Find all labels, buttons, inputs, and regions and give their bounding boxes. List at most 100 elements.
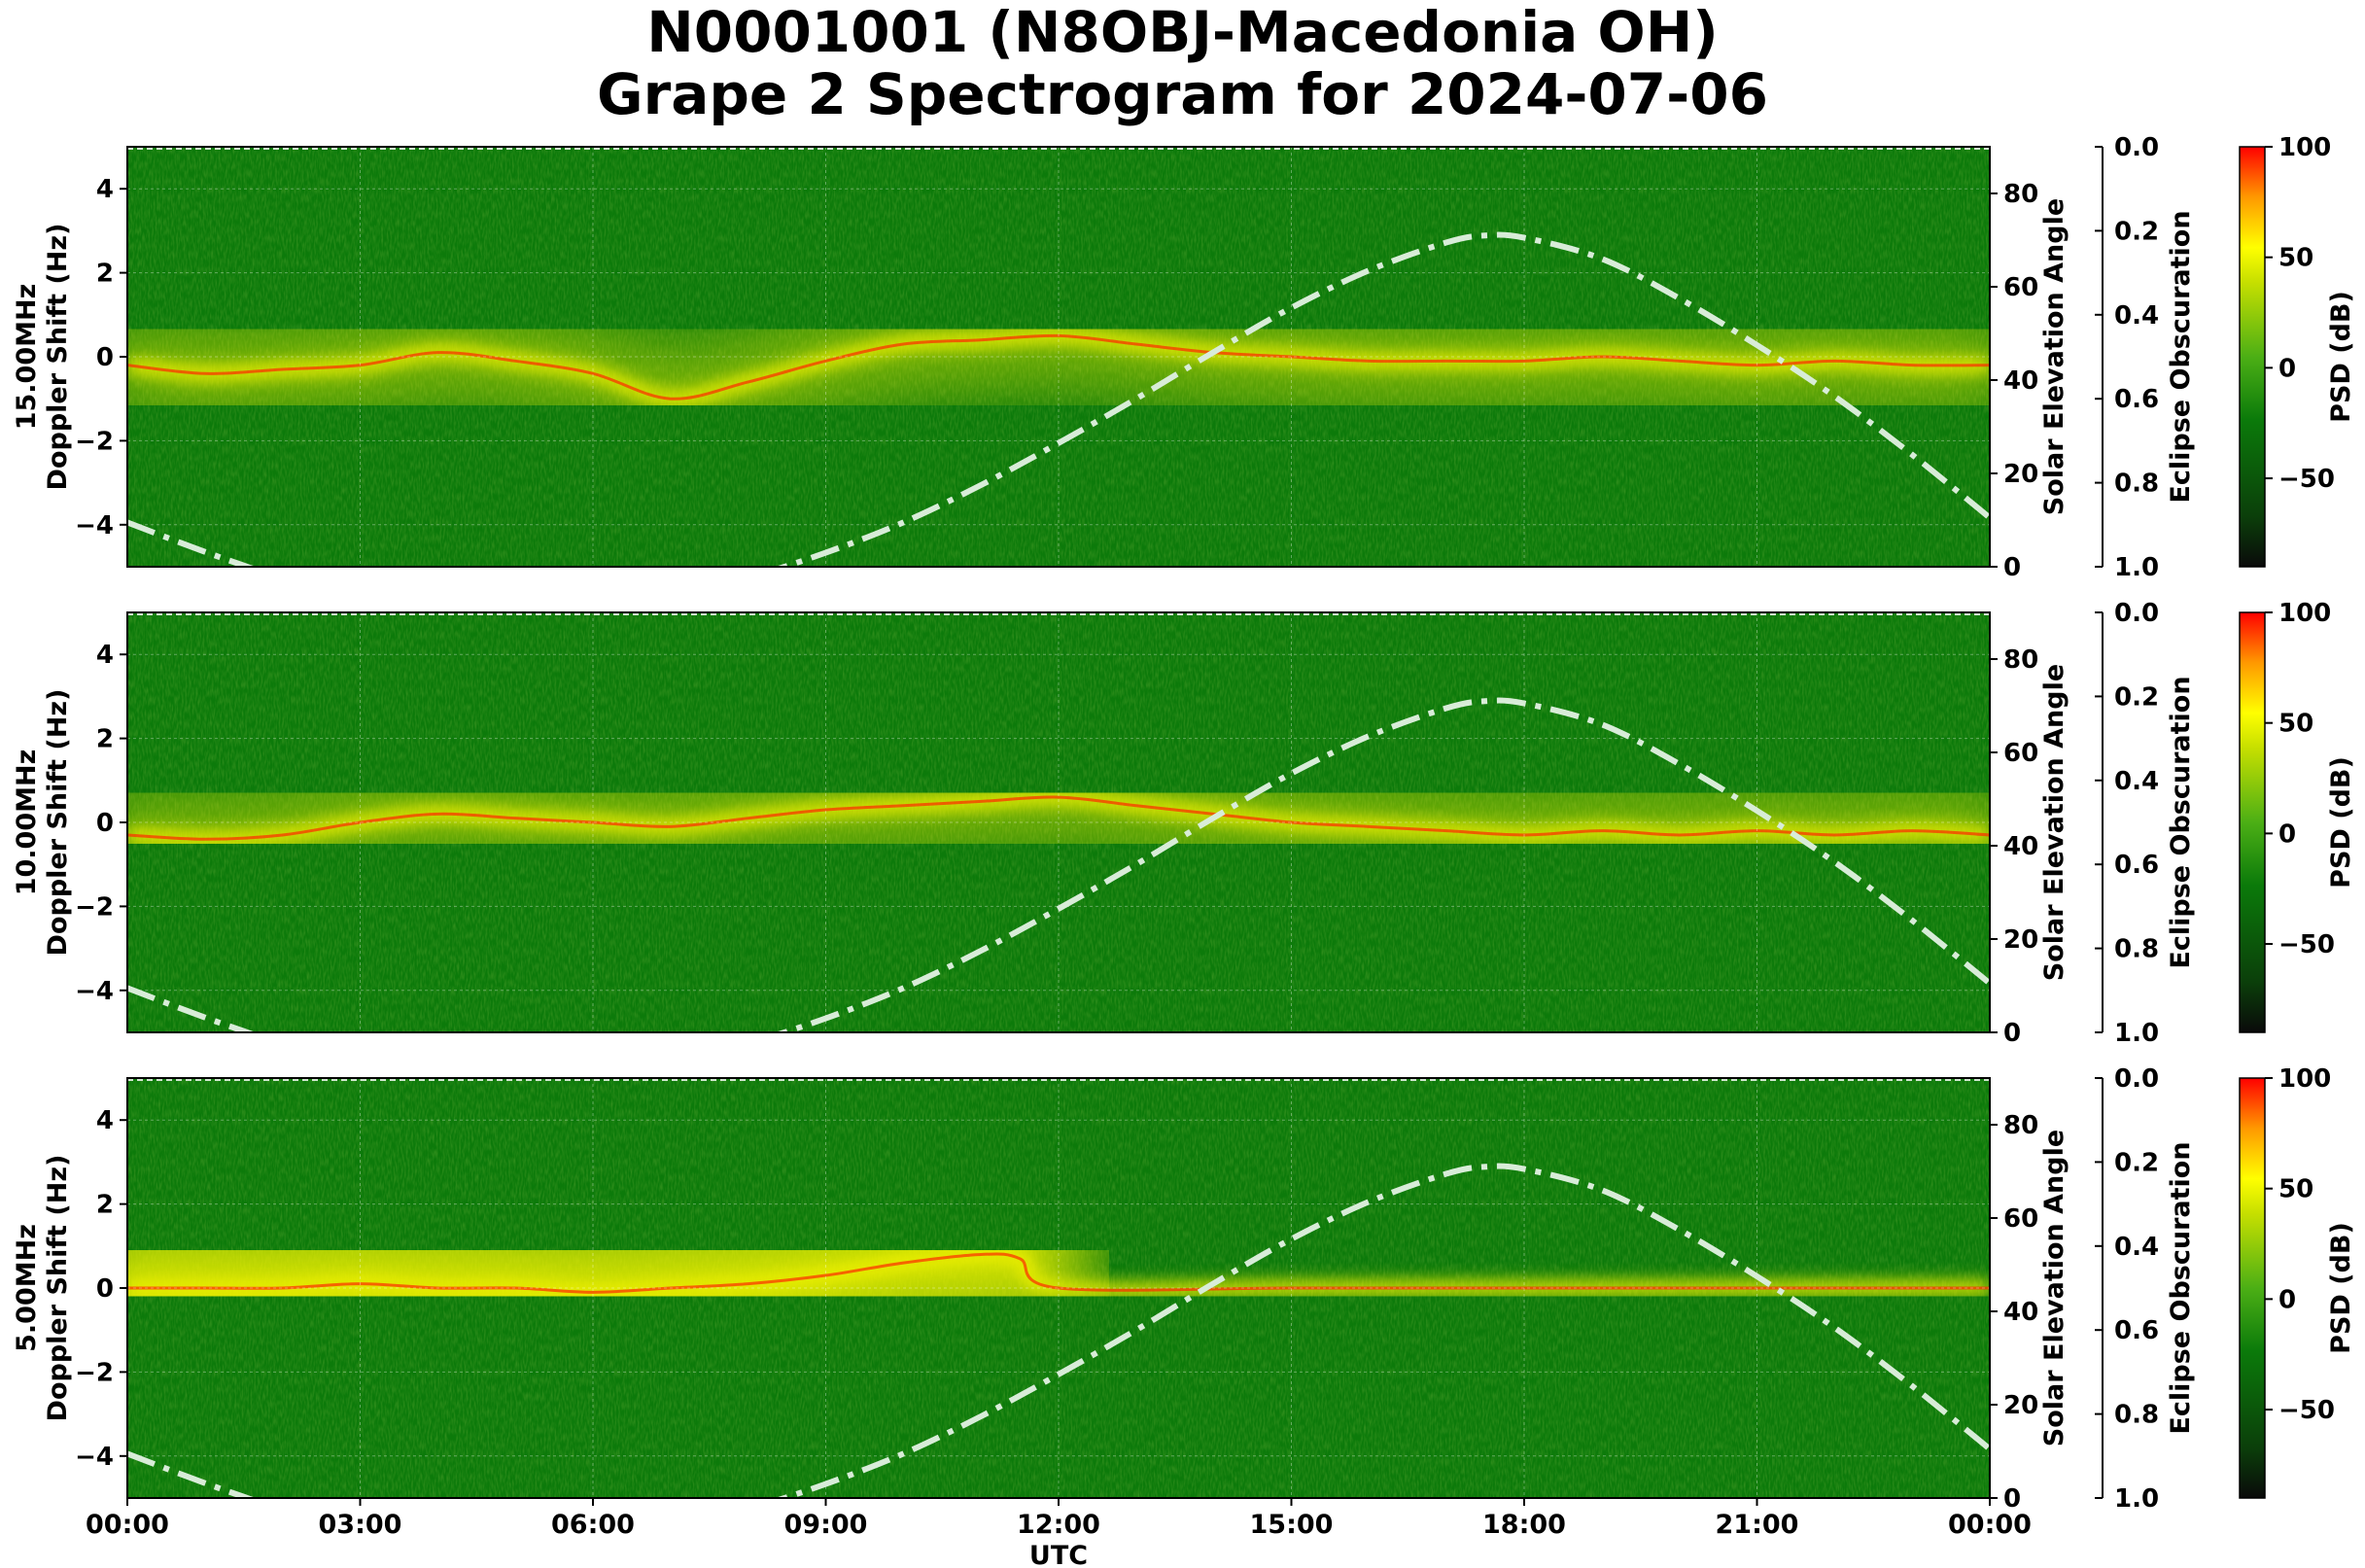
solar-tick-label: 80 [2003,1111,2038,1140]
eclipse-tick-label: 0.6 [2114,1316,2159,1345]
y-tick-label: 0 [96,1274,114,1304]
x-tick-label: 00:00 [1948,1510,2032,1540]
eclipse-tick-label: 0.0 [2114,133,2159,162]
eclipse-tick-label: 0.8 [2114,935,2159,964]
solar-tick-label: 60 [2003,273,2038,302]
eclipse-tick-label: 0.4 [2114,767,2159,796]
y-axis-label: Doppler Shift (Hz) [43,224,73,491]
frequency-label: 5.00MHz [12,1224,42,1352]
panel-15.00mhz: −4 −2 0 2 4 15.00MHz Doppler Shift (Hz) 0 20 40 60… [12,133,2356,582]
colorbar-tick-label: 100 [2278,133,2331,162]
solar-tick-label: 60 [2003,1204,2038,1234]
solar-elevation-label: Solar Elevation Angle [2039,1130,2069,1446]
y-tick-label: −4 [75,977,114,1006]
colorbar-tick-label: 100 [2278,599,2331,628]
colorbar-tick-label: 0 [2278,354,2296,383]
eclipse-tick-label: 0.6 [2114,385,2159,414]
signal-trace-core [127,333,1990,401]
x-tick-label: 15:00 [1250,1510,1334,1540]
solar-tick-label: 40 [2003,1298,2038,1327]
colorbar-tick-label: −50 [2278,465,2335,494]
colorbar-tick-label: −50 [2278,930,2335,959]
y-axis-label-group: 15.00MHz Doppler Shift (Hz) [12,224,73,491]
eclipse-tick-label: 0.2 [2114,217,2159,246]
y-tick-label: 4 [96,175,114,204]
eclipse-tick-label: 0.0 [2114,599,2159,628]
panel-10.00mhz: −4 −2 0 2 4 10.00MHz Doppler Shift (Hz) 0 20 40 60… [12,599,2356,1048]
colorbar-tick-label: 0 [2278,1285,2296,1314]
eclipse-tick-label: 0.4 [2114,1233,2159,1262]
y-tick-label: −2 [75,1358,114,1387]
eclipse-tick-label: 0.2 [2114,1148,2159,1177]
solar-tick-label: 40 [2003,366,2038,396]
solar-tick-label: 0 [2003,1484,2021,1514]
y-tick-label: 2 [96,725,114,754]
solar-elevation-label: Solar Elevation Angle [2039,664,2069,981]
solar-tick-label: 80 [2003,180,2038,209]
x-tick-label: 09:00 [784,1510,868,1540]
signal-trace-core [127,1252,1990,1294]
x-tick-label: 03:00 [319,1510,402,1540]
eclipse-tick-label: 0.4 [2114,301,2159,331]
y-tick-label: 0 [96,809,114,838]
spectrogram-plot-area [127,147,1990,567]
y-tick-label: 2 [96,1191,114,1220]
panel-5.00mhz: −4 −2 0 2 4 5.00MHz Doppler Shift (Hz) 0 20 40 60 8… [12,1064,2356,1514]
chart-title-line-1: N0001001 (N8OBJ-Macedonia OH) [646,0,1719,65]
y-tick-label: −2 [75,427,114,456]
colorbar-tick-label: 50 [2278,244,2313,273]
eclipse-tick-label: 0.0 [2114,1064,2159,1094]
spectrogram-plot-area [127,1078,1990,1498]
solar-tick-label: 20 [2003,925,2038,955]
x-axis-label: UTC [1029,1541,1088,1568]
y-axis-label: Doppler Shift (Hz) [43,689,73,957]
y-tick-label: 2 [96,260,114,289]
x-tick-label: 00:00 [86,1510,169,1540]
y-tick-label: −4 [75,511,114,540]
x-tick-label: 12:00 [1017,1510,1100,1540]
colorbar-tick-label: 50 [2278,710,2313,739]
solar-elevation-label: Solar Elevation Angle [2039,198,2069,515]
solar-elevation-curve [127,697,1990,1032]
x-tick-label: 18:00 [1482,1510,1566,1540]
colorbar-label: PSD (dB) [2326,1222,2356,1354]
solar-tick-label: 0 [2003,1019,2021,1048]
solar-elevation-curve [127,231,1990,567]
eclipse-tick-label: 0.6 [2114,851,2159,880]
eclipse-obscuration-label: Eclipse Obscuration [2166,676,2196,968]
frequency-label: 15.00MHz [12,284,42,431]
solar-tick-label: 80 [2003,645,2038,675]
y-axis-label: Doppler Shift (Hz) [43,1155,73,1422]
eclipse-tick-label: 0.2 [2114,682,2159,712]
colorbar-tick-label: 100 [2278,1064,2331,1094]
solar-tick-label: 60 [2003,739,2038,768]
y-tick-label: −4 [75,1443,114,1472]
colorbar-label: PSD (dB) [2326,756,2356,889]
psd-colorbar [2239,1077,2266,1499]
signal-trace-core [127,795,1990,841]
y-tick-label: −2 [75,892,114,922]
solar-tick-label: 40 [2003,832,2038,861]
eclipse-tick-label: 1.0 [2114,1019,2159,1048]
eclipse-obscuration-label: Eclipse Obscuration [2166,210,2196,503]
y-tick-label: 4 [96,1106,114,1135]
eclipse-tick-label: 1.0 [2114,1484,2159,1514]
colorbar-tick-label: 0 [2278,819,2296,849]
solar-tick-label: 20 [2003,460,2038,489]
eclipse-obscuration-label: Eclipse Obscuration [2166,1141,2196,1434]
solar-tick-label: 20 [2003,1391,2038,1420]
psd-colorbar [2239,146,2266,568]
y-axis-label-group: 5.00MHz Doppler Shift (Hz) [12,1155,73,1422]
colorbar-tick-label: −50 [2278,1396,2335,1425]
y-tick-label: 4 [96,641,114,670]
colorbar-tick-label: 50 [2278,1175,2313,1204]
x-tick-label: 21:00 [1716,1510,1799,1540]
x-tick-label: 06:00 [551,1510,635,1540]
eclipse-tick-label: 1.0 [2114,553,2159,582]
spectrogram-plot-area [127,612,1990,1032]
y-tick-label: 0 [96,343,114,372]
psd-colorbar [2239,611,2266,1033]
solar-tick-label: 0 [2003,553,2021,582]
chart-title-line-2: Grape 2 Spectrogram for 2024-07-06 [597,61,1768,127]
